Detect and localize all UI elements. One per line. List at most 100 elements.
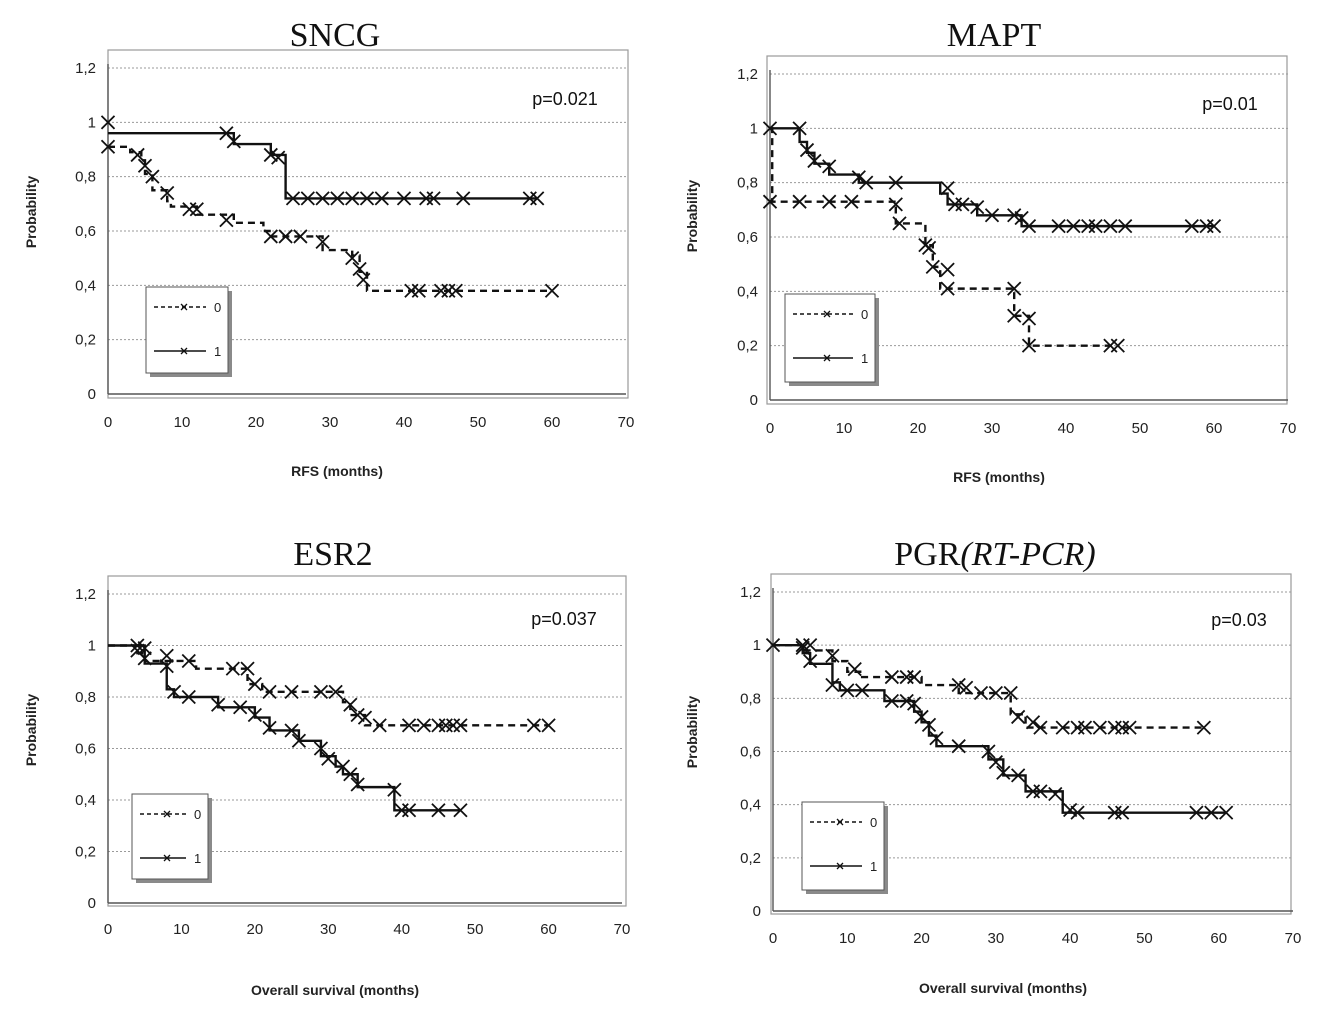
censor-mark bbox=[1206, 218, 1222, 234]
censor-mark bbox=[1070, 805, 1085, 820]
censor-mark bbox=[359, 191, 375, 206]
legend-marker bbox=[836, 862, 844, 870]
censor-mark bbox=[166, 684, 182, 699]
censor-mark bbox=[313, 684, 329, 699]
y-axis-label: Probability bbox=[23, 694, 39, 767]
censor-mark bbox=[271, 150, 286, 165]
censor-mark bbox=[100, 139, 116, 154]
x-tick-label: 20 bbox=[247, 921, 264, 938]
x-tick-label: 20 bbox=[248, 414, 265, 431]
censor-mark bbox=[441, 283, 456, 298]
x-tick-label: 40 bbox=[1058, 420, 1075, 437]
censor-mark bbox=[343, 767, 358, 782]
censor-mark bbox=[765, 638, 781, 653]
y-tick-label: 0,8 bbox=[740, 690, 761, 707]
censor-mark bbox=[263, 229, 278, 244]
y-tick-label: 0,6 bbox=[740, 744, 761, 761]
censor-mark bbox=[921, 240, 937, 256]
x-tick-label: 30 bbox=[984, 420, 1001, 437]
p-value-annotation: p=0.021 bbox=[532, 89, 598, 109]
censor-mark bbox=[940, 281, 955, 296]
x-tick-label: 10 bbox=[173, 921, 190, 938]
y-tick-label: 1 bbox=[88, 114, 96, 131]
x-tick-label: 70 bbox=[618, 414, 635, 431]
censor-mark bbox=[888, 197, 903, 212]
y-tick-label: 0,2 bbox=[75, 332, 96, 349]
censor-mark bbox=[189, 202, 204, 217]
x-tick-label: 40 bbox=[393, 921, 410, 938]
legend-marker bbox=[180, 303, 188, 311]
censor-mark bbox=[1088, 218, 1103, 234]
censor-mark bbox=[795, 640, 810, 655]
censor-mark bbox=[247, 676, 262, 692]
x-tick-label: 0 bbox=[766, 420, 774, 437]
censor-mark bbox=[1048, 786, 1063, 802]
legend-label: 1 bbox=[194, 851, 201, 866]
censor-mark bbox=[1021, 218, 1037, 234]
censor-mark bbox=[1122, 720, 1137, 735]
censor-mark bbox=[1025, 715, 1041, 730]
y-tick-label: 0,2 bbox=[740, 850, 761, 867]
censor-mark bbox=[262, 720, 277, 736]
censor-mark bbox=[182, 202, 197, 217]
censor-mark bbox=[1007, 208, 1022, 223]
censor-mark bbox=[1063, 802, 1078, 818]
censor-mark bbox=[847, 661, 862, 677]
censor-mark bbox=[1033, 784, 1048, 799]
legend-box bbox=[145, 286, 229, 374]
legend-label: 1 bbox=[870, 859, 877, 874]
censor-mark bbox=[541, 718, 556, 733]
censor-mark bbox=[456, 191, 471, 206]
x-tick-label: 70 bbox=[614, 921, 631, 938]
plot-frame bbox=[766, 55, 1288, 405]
y-tick-label: 1 bbox=[88, 638, 96, 655]
km-chart-mapt: MAPT 0 0,2 0,4 0,6 0,8 1 1,2 0 10 20 30 40 50 60 70 RFS … bbox=[659, 0, 1318, 506]
series-0 bbox=[100, 139, 560, 298]
legend: 01 bbox=[145, 286, 232, 377]
y-tick-label: 0 bbox=[88, 895, 96, 912]
x-tick-label: 40 bbox=[396, 414, 413, 431]
censor-mark bbox=[1033, 720, 1048, 735]
censor-mark bbox=[401, 803, 417, 818]
censor-mark bbox=[959, 680, 974, 695]
y-axis-label: Probability bbox=[23, 176, 39, 249]
censor-mark bbox=[1007, 308, 1022, 323]
censor-mark bbox=[799, 142, 815, 158]
legend-marker bbox=[163, 810, 171, 818]
censor-mark bbox=[159, 648, 174, 663]
x-tick-label: 20 bbox=[910, 420, 927, 437]
censor-mark bbox=[100, 115, 116, 130]
censor-mark bbox=[988, 685, 1003, 701]
censor-mark bbox=[396, 191, 412, 206]
x-tick-label: 50 bbox=[467, 921, 484, 938]
censor-mark bbox=[996, 765, 1011, 780]
censor-mark bbox=[328, 684, 343, 699]
x-tick-label: 0 bbox=[769, 930, 777, 947]
y-tick-label: 0,4 bbox=[75, 792, 96, 809]
censor-mark bbox=[792, 194, 807, 209]
censor-mark bbox=[925, 259, 940, 275]
censor-mark bbox=[345, 191, 360, 206]
y-tick-label: 0,2 bbox=[75, 844, 96, 861]
y-tick-label: 1 bbox=[753, 637, 761, 654]
chart-title: MAPT bbox=[947, 17, 1042, 54]
legend-label: 0 bbox=[870, 815, 877, 830]
censor-mark bbox=[892, 216, 907, 231]
legend-marker bbox=[823, 310, 831, 318]
x-tick-label: 60 bbox=[544, 414, 561, 431]
chart-svg: PGR(RT-PCR)00,20,40,60,811,20 10 20 30 40 50 6… bbox=[684, 536, 1301, 996]
censor-mark bbox=[300, 191, 315, 206]
series-1 bbox=[108, 643, 468, 818]
censor-mark bbox=[1219, 805, 1234, 820]
censor-mark bbox=[411, 283, 426, 298]
censor-mark bbox=[278, 229, 293, 244]
y-tick-label: 1,2 bbox=[75, 60, 96, 77]
p-value-annotation: p=0.037 bbox=[531, 609, 597, 629]
censor-mark bbox=[981, 744, 996, 759]
censor-mark bbox=[984, 208, 1000, 223]
censor-mark bbox=[453, 803, 468, 818]
censor-mark bbox=[940, 180, 955, 196]
y-tick-label: 0,8 bbox=[737, 175, 758, 192]
